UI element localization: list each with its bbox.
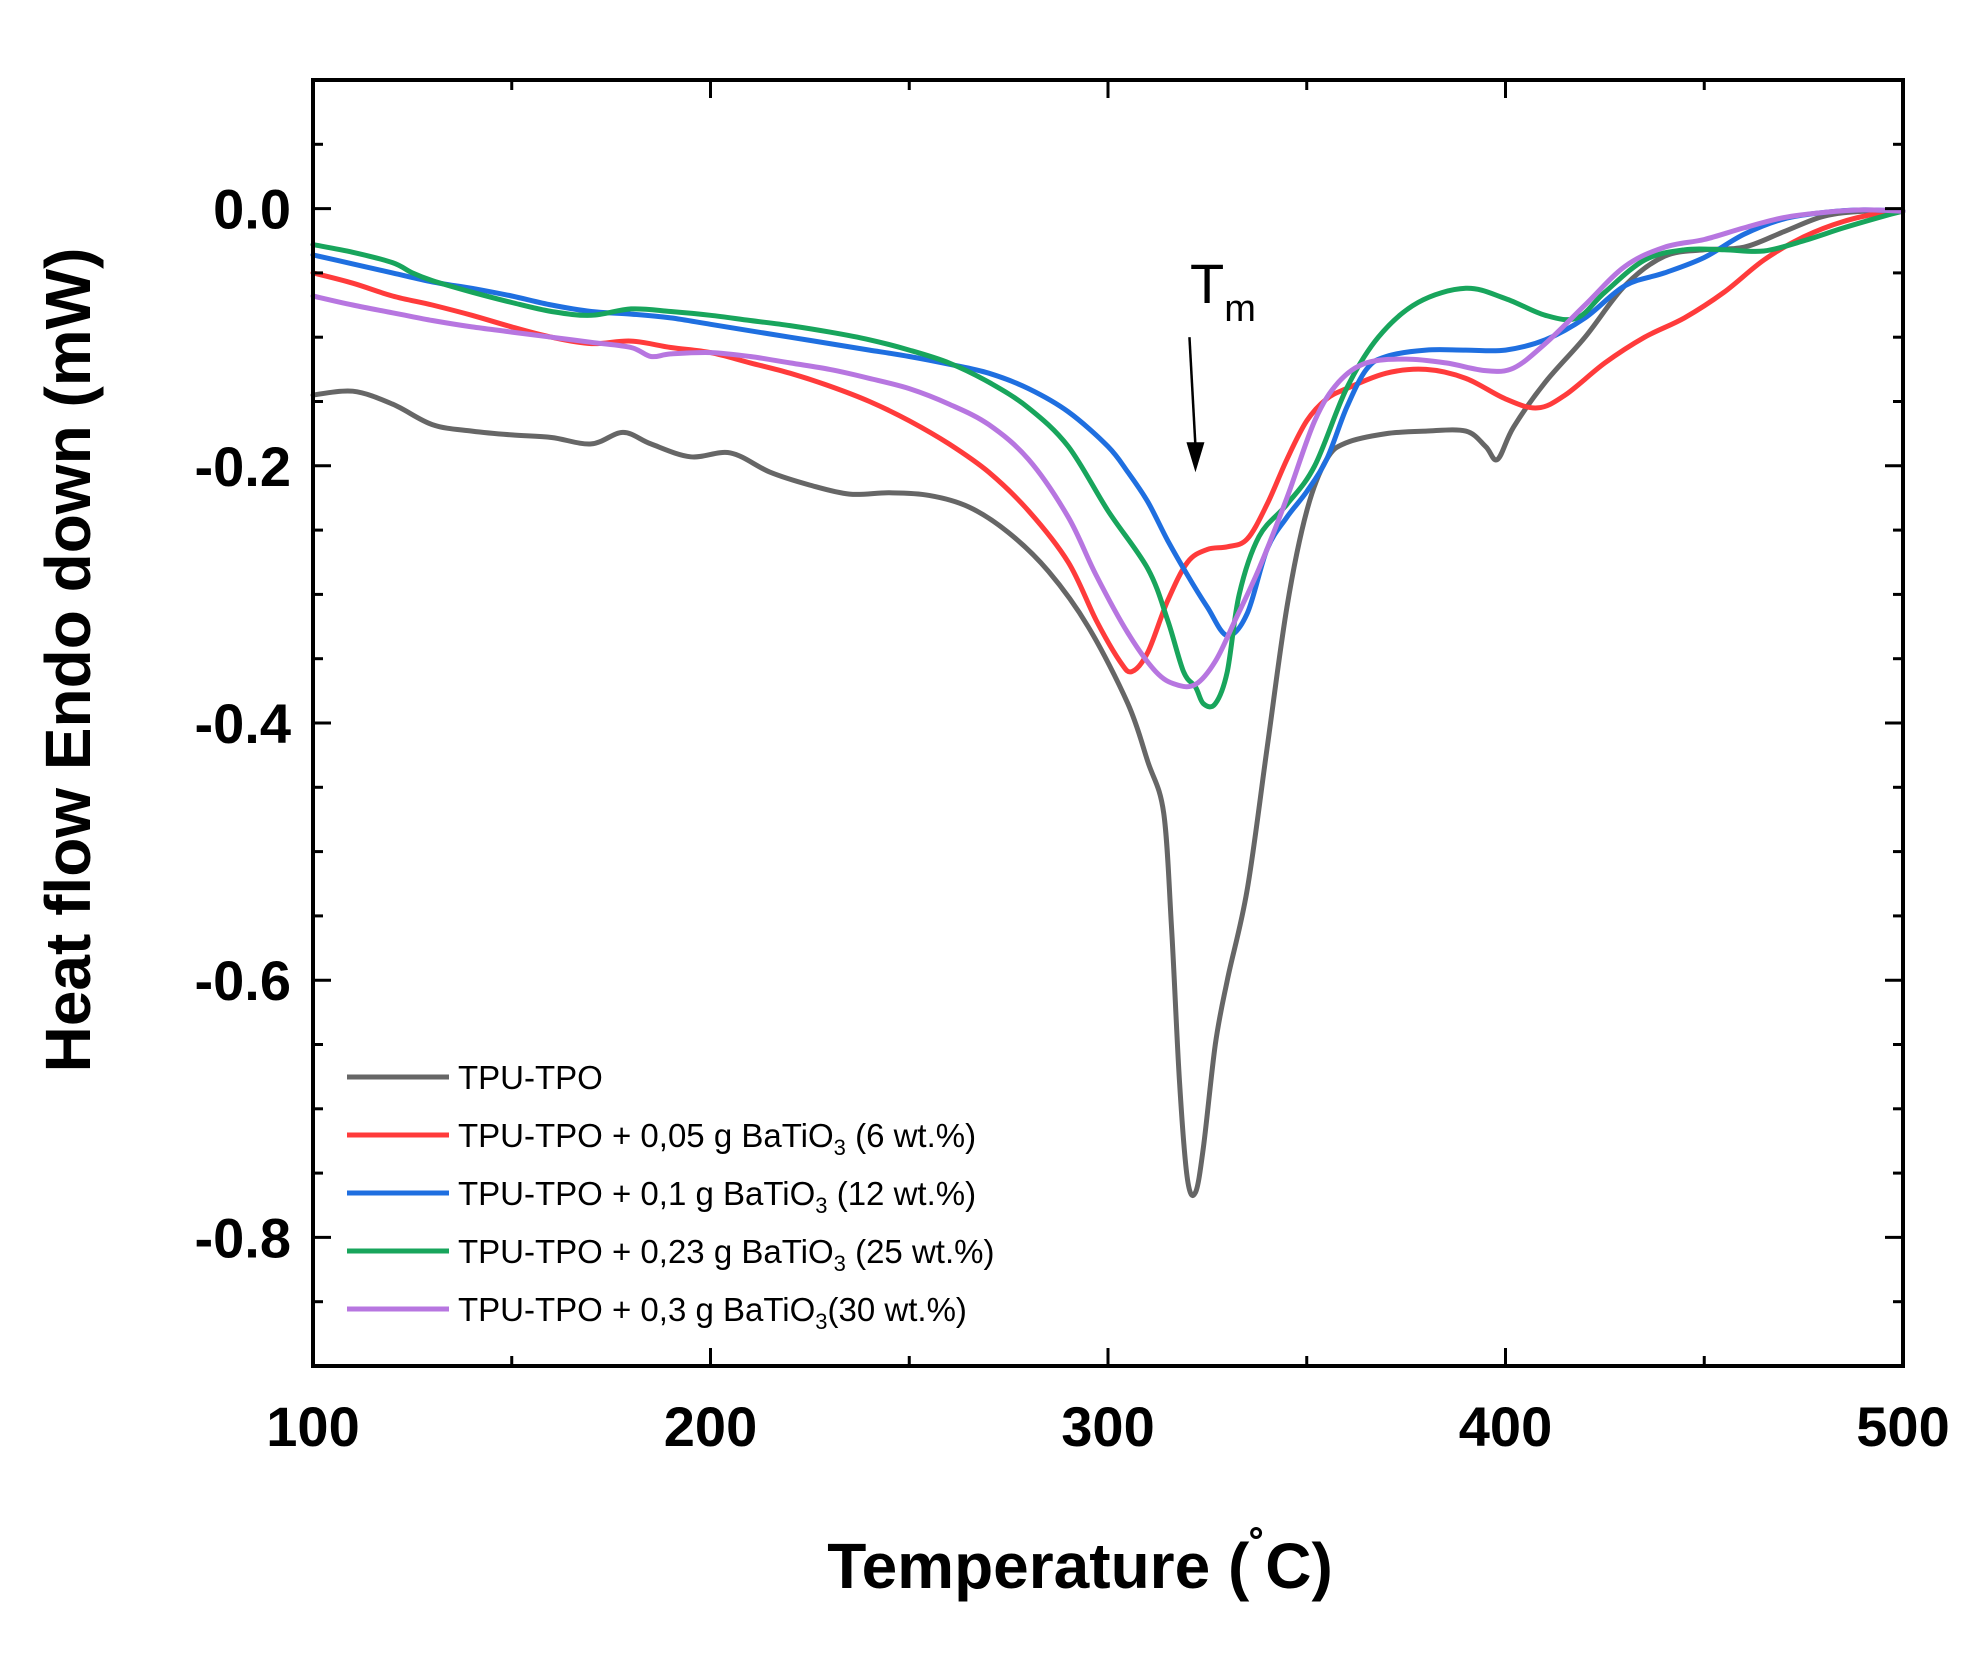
series-line-5 (310, 207, 1906, 690)
x-axis-title: Temperature (˚C) (827, 1524, 1333, 1602)
y-tick-label: -0.2 (195, 435, 292, 498)
legend-label-1: TPU-TPO (458, 1059, 603, 1096)
x-tick-label: 500 (1856, 1395, 1949, 1458)
tm-arrow-line (1188, 337, 1197, 447)
series-curves (310, 207, 1906, 1198)
axis-ticks (311, 80, 1905, 1366)
legend-label-5: TPU-TPO + 0,3 g BaTiO3(30 wt.%) (458, 1291, 967, 1334)
y-axis-title: Heat flow Endo down (mW) (32, 248, 104, 1073)
y-tick-label: -0.6 (195, 949, 292, 1012)
legend: TPU-TPO TPU-TPO + 0,05 g BaTiO3 (6 wt.%) T… (347, 1059, 994, 1334)
melting-temperature-annotation: Tm (1186, 252, 1256, 473)
x-tick-label: 400 (1459, 1395, 1552, 1458)
y-tick-label: 0.0 (213, 178, 291, 241)
legend-label-4: TPU-TPO + 0,23 g BaTiO3 (25 wt.%) (458, 1233, 994, 1276)
series-line-1 (310, 208, 1906, 1198)
series-line-2 (310, 208, 1906, 675)
x-tick-label: 100 (266, 1395, 359, 1458)
y-tick-label: -0.8 (195, 1206, 292, 1269)
x-tick-label: 200 (664, 1395, 757, 1458)
series-line-4 (310, 208, 1906, 710)
legend-label-3: TPU-TPO + 0,1 g BaTiO3 (12 wt.%) (458, 1175, 976, 1218)
axis-tick-labels: 100 200 300 400 500 0.0 -0.2 -0.4 -0.6 -0.8 (195, 178, 1950, 1458)
tm-arrow-head (1186, 442, 1205, 473)
tm-label: Tm (1190, 252, 1256, 330)
legend-label-2: TPU-TPO + 0,05 g BaTiO3 (6 wt.%) (458, 1117, 976, 1160)
y-tick-label: -0.4 (195, 692, 292, 755)
x-tick-label: 300 (1061, 1395, 1154, 1458)
series-line-3 (310, 207, 1906, 639)
